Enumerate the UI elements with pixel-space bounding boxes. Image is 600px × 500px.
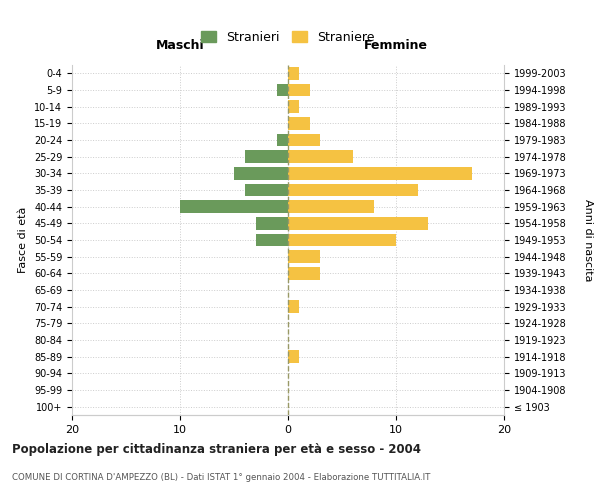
Y-axis label: Fasce di età: Fasce di età <box>19 207 28 273</box>
Bar <box>234 167 288 179</box>
Text: Maschi: Maschi <box>155 38 205 52</box>
Bar <box>288 217 428 230</box>
Bar <box>245 150 288 163</box>
Bar <box>288 117 310 130</box>
Bar <box>256 234 288 246</box>
Bar <box>288 267 320 280</box>
Bar <box>288 234 396 246</box>
Bar <box>288 100 299 113</box>
Text: Popolazione per cittadinanza straniera per età e sesso - 2004: Popolazione per cittadinanza straniera p… <box>12 442 421 456</box>
Bar <box>245 184 288 196</box>
Bar <box>288 250 320 263</box>
Text: COMUNE DI CORTINA D'AMPEZZO (BL) - Dati ISTAT 1° gennaio 2004 - Elaborazione TUT: COMUNE DI CORTINA D'AMPEZZO (BL) - Dati … <box>12 472 430 482</box>
Bar <box>288 350 299 363</box>
Bar <box>277 134 288 146</box>
Bar <box>288 150 353 163</box>
Bar <box>288 300 299 313</box>
Bar <box>288 200 374 213</box>
Bar <box>180 200 288 213</box>
Text: Femmine: Femmine <box>364 38 428 52</box>
Bar <box>277 84 288 96</box>
Legend: Stranieri, Straniere: Stranieri, Straniere <box>196 26 380 49</box>
Bar <box>288 184 418 196</box>
Bar <box>288 134 320 146</box>
Bar <box>288 84 310 96</box>
Bar <box>256 217 288 230</box>
Y-axis label: Anni di nascita: Anni di nascita <box>583 198 593 281</box>
Bar <box>288 67 299 80</box>
Bar <box>288 167 472 179</box>
